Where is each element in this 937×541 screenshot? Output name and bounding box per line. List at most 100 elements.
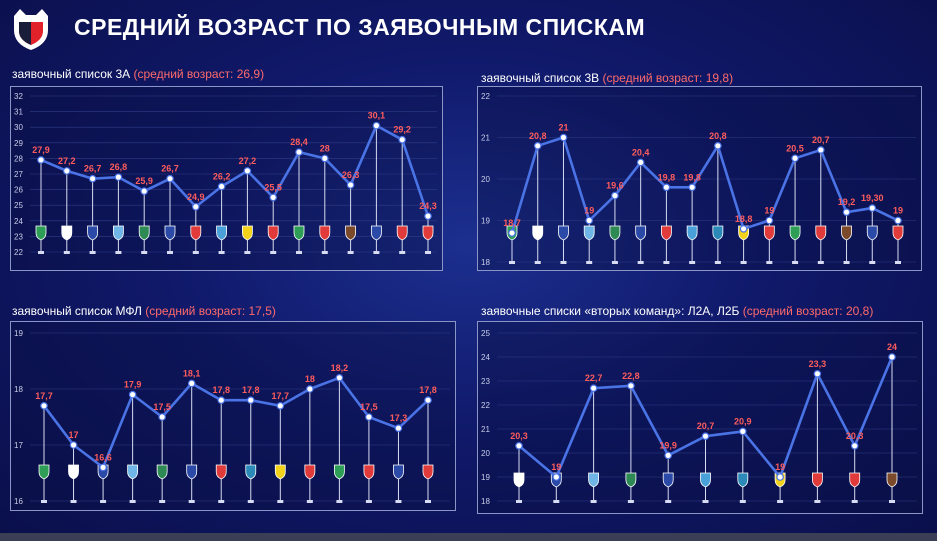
base-marker	[843, 261, 850, 264]
data-point	[166, 174, 174, 183]
data-point	[128, 390, 137, 399]
data-label: 19,8	[658, 172, 676, 182]
data-label: 19,6	[606, 181, 624, 191]
y-tick-label: 19	[481, 217, 490, 226]
data-point	[346, 181, 355, 189]
data-point	[276, 402, 285, 410]
data-label: 22,8	[622, 371, 640, 381]
data-point	[40, 402, 48, 410]
data-label: 19,9	[659, 440, 677, 450]
data-label: 20,8	[529, 131, 547, 141]
data-point	[320, 154, 329, 163]
data-label: 26,8	[110, 162, 128, 172]
data-label: 17	[69, 430, 79, 440]
club-emblem-icon	[686, 225, 698, 241]
club-emblem-icon	[841, 225, 852, 241]
bottom-strip	[0, 533, 937, 541]
club-emblem-icon	[396, 225, 408, 241]
chart-title-main: заявочные списки «вторых команд»: Л2А, Л…	[481, 304, 740, 318]
base-marker	[38, 251, 44, 254]
club-emblem-icon	[700, 472, 711, 488]
club-emblem-icon	[87, 225, 98, 241]
club-emblem-icon	[661, 225, 672, 241]
club-emblem-icon	[635, 225, 647, 241]
plot-frame	[10, 321, 456, 511]
data-label: 20,9	[734, 416, 752, 426]
club-emblem-icon	[215, 464, 227, 480]
data-label: 24	[887, 342, 897, 352]
base-marker	[817, 261, 824, 264]
data-point	[217, 396, 226, 405]
data-label: 19	[775, 462, 785, 472]
club-emblem-icon	[712, 225, 724, 241]
base-marker	[740, 261, 747, 264]
club-emblem-icon	[532, 225, 544, 241]
data-label: 20,5	[786, 143, 804, 153]
y-tick-label: 21	[481, 134, 490, 143]
data-label: 30,1	[368, 111, 386, 121]
data-point	[888, 353, 896, 361]
data-point	[398, 135, 407, 144]
base-marker	[851, 500, 858, 503]
y-tick-label: 30	[14, 123, 23, 132]
y-tick-label: 27	[14, 170, 23, 179]
base-marker	[89, 251, 96, 254]
base-marker	[192, 251, 199, 254]
y-tick-label: 22	[481, 401, 490, 410]
club-emblem-icon	[127, 464, 139, 480]
base-marker	[777, 500, 784, 503]
base-marker	[553, 500, 560, 503]
base-marker	[115, 251, 122, 254]
chart-title-average: (средний возраст: 26,9)	[133, 67, 265, 81]
base-marker	[611, 261, 618, 264]
y-tick-label: 26	[14, 186, 23, 195]
club-emblem-icon	[737, 472, 749, 488]
data-point	[37, 156, 45, 164]
y-tick-label: 18	[14, 385, 23, 394]
chart-title-mfl: заявочный список МФЛ (средний возраст: 1…	[12, 304, 276, 318]
base-marker	[63, 251, 70, 254]
base-marker	[869, 261, 876, 264]
y-tick-label: 18	[481, 258, 490, 267]
data-point	[552, 473, 561, 481]
club-emblem-icon	[68, 464, 79, 480]
data-label: 24,3	[419, 201, 437, 211]
data-point	[585, 216, 594, 225]
data-point	[365, 413, 373, 421]
club-emblem-icon	[866, 225, 878, 241]
chart-title-3b: заявочный список 3В (средний возраст: 19…	[481, 71, 733, 85]
y-tick-label: 22	[14, 248, 23, 257]
base-marker	[270, 251, 277, 254]
base-marker	[637, 261, 644, 264]
base-marker	[425, 251, 431, 254]
y-tick-label: 16	[14, 497, 23, 506]
data-point	[306, 385, 314, 393]
data-label: 28,4	[290, 137, 308, 147]
data-label: 18,8	[735, 214, 753, 224]
data-point	[243, 167, 252, 175]
chart-title-second-teams: заявочные списки «вторых команд»: Л2А, Л…	[481, 304, 873, 318]
base-marker	[895, 261, 901, 264]
y-tick-label: 25	[481, 329, 490, 338]
data-point	[589, 384, 598, 392]
data-point	[627, 382, 635, 390]
club-emblem-icon	[186, 464, 198, 480]
club-emblem-icon	[190, 225, 202, 241]
chart-title-3a: заявочный список 3А (средний возраст: 26…	[12, 67, 264, 81]
club-emblem-icon	[513, 472, 525, 488]
club-emblem-icon	[662, 472, 674, 488]
club-emblem-icon	[113, 225, 124, 241]
data-label: 22,7	[585, 373, 603, 383]
chart-title-average: (средний возраст: 20,8)	[742, 304, 874, 318]
data-point	[295, 148, 303, 156]
base-marker	[296, 251, 302, 254]
base-marker	[534, 261, 541, 264]
club-emblem-icon	[293, 225, 305, 241]
base-marker	[306, 500, 313, 503]
data-label: 27,2	[58, 156, 76, 166]
base-marker	[129, 500, 136, 503]
y-tick-label: 21	[481, 425, 490, 434]
data-label: 21	[558, 123, 568, 133]
y-tick-label: 28	[14, 154, 23, 163]
base-marker	[244, 251, 251, 254]
